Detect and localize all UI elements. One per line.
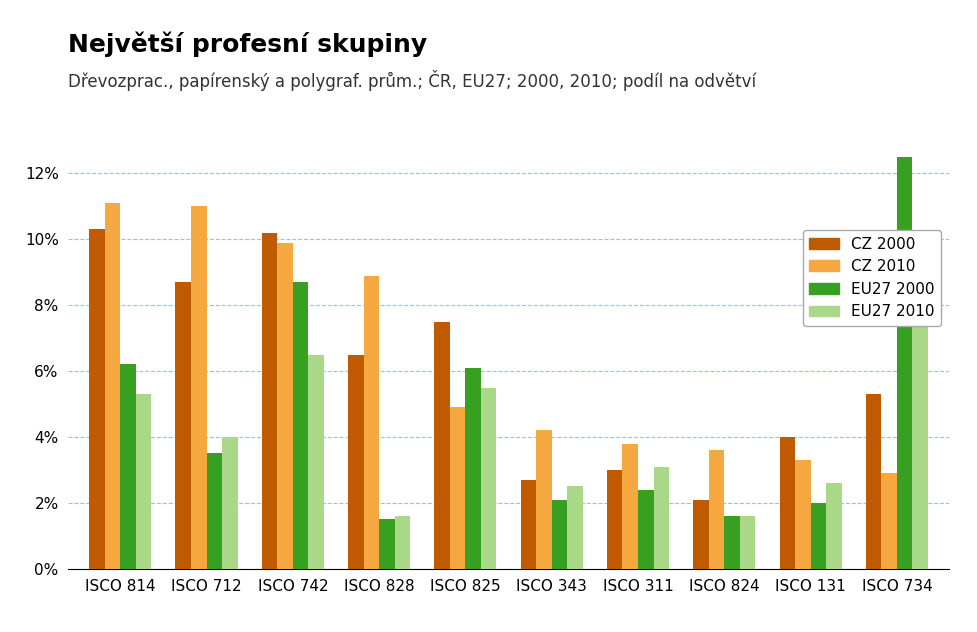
Bar [175, 282, 191, 569]
Bar [520, 480, 535, 569]
Bar [739, 516, 754, 569]
Bar [206, 454, 222, 569]
Bar [363, 276, 379, 569]
Bar [693, 499, 708, 569]
Bar [308, 355, 323, 569]
Bar [262, 233, 277, 569]
Bar [465, 368, 481, 569]
Bar [89, 229, 105, 569]
Bar [567, 487, 582, 569]
Bar [880, 473, 896, 569]
Bar [191, 206, 206, 569]
Bar [105, 203, 120, 569]
Text: Největší profesní skupiny: Největší profesní skupiny [68, 32, 427, 57]
Bar [865, 394, 880, 569]
Bar [826, 483, 841, 569]
Bar [708, 450, 724, 569]
Bar [810, 503, 826, 569]
Bar [551, 499, 567, 569]
Bar [292, 282, 308, 569]
Bar [434, 322, 449, 569]
Bar [449, 408, 465, 569]
Bar [621, 444, 637, 569]
Bar [653, 466, 668, 569]
Bar [637, 490, 653, 569]
Bar [277, 243, 292, 569]
Bar [379, 520, 395, 569]
Bar [779, 437, 794, 569]
Legend: CZ 2000, CZ 2010, EU27 2000, EU27 2010: CZ 2000, CZ 2010, EU27 2000, EU27 2010 [802, 231, 940, 325]
Bar [607, 470, 621, 569]
Bar [136, 394, 151, 569]
Bar [395, 516, 409, 569]
Bar [794, 460, 810, 569]
Bar [535, 430, 551, 569]
Bar [724, 516, 739, 569]
Bar [912, 295, 927, 569]
Bar [120, 365, 136, 569]
Bar [896, 157, 912, 569]
Bar [222, 437, 237, 569]
Bar [481, 387, 496, 569]
Text: Dřevozprac., papírenský a polygraf. prům.; ČR, EU27; 2000, 2010; podíl na odvětv: Dřevozprac., papírenský a polygraf. prům… [68, 70, 756, 90]
Bar [348, 355, 363, 569]
